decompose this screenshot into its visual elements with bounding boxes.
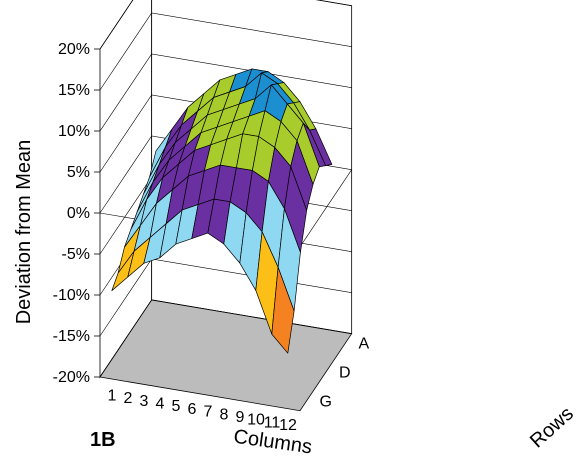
x-tick-label: 3 <box>140 393 149 410</box>
gridline <box>99 12 352 91</box>
surface-plot <box>111 68 333 354</box>
panel-label: 1B <box>90 429 116 451</box>
surface-cell <box>271 266 295 354</box>
x-tick-label: 6 <box>188 401 197 418</box>
z-tick-label: D <box>339 365 351 382</box>
z-tick-label: G <box>319 394 331 411</box>
z-axis-ticks: ADG <box>319 335 369 410</box>
z-tick-label: A <box>359 335 370 352</box>
y-tick-label: 0% <box>67 205 90 222</box>
x-tick-label: 12 <box>279 417 297 434</box>
x-tick-label: 4 <box>156 395 165 412</box>
z-axis-title: Rows <box>526 403 578 453</box>
x-tick-label: 10 <box>247 412 265 429</box>
y-tick-label: -15% <box>53 328 90 345</box>
gridline <box>99 0 352 50</box>
y-tick-label: 5% <box>67 164 90 181</box>
gridline <box>99 53 352 132</box>
x-tick-label: 7 <box>204 404 213 421</box>
x-axis-title: Columns <box>232 426 313 459</box>
x-tick-label: 5 <box>172 398 181 415</box>
x-tick-label: 8 <box>220 406 229 423</box>
x-tick-label: 11 <box>264 414 281 431</box>
y-axis-ticks: 20% 15% 10% 5% 0% -5% -10% -15% -20% <box>53 41 100 386</box>
y-axis-title: Deviation from Mean <box>13 140 35 325</box>
x-tick-label: 9 <box>236 409 245 426</box>
y-tick-label: 10% <box>58 123 90 140</box>
x-tick-label: 1 <box>108 387 117 404</box>
y-tick-label: -5% <box>62 246 90 263</box>
y-tick-label: 20% <box>58 41 90 58</box>
y-tick-label: 15% <box>58 82 90 99</box>
y-tick-label: -10% <box>53 287 90 304</box>
x-tick-label: 2 <box>124 390 133 407</box>
y-tick-label: -20% <box>53 369 90 386</box>
